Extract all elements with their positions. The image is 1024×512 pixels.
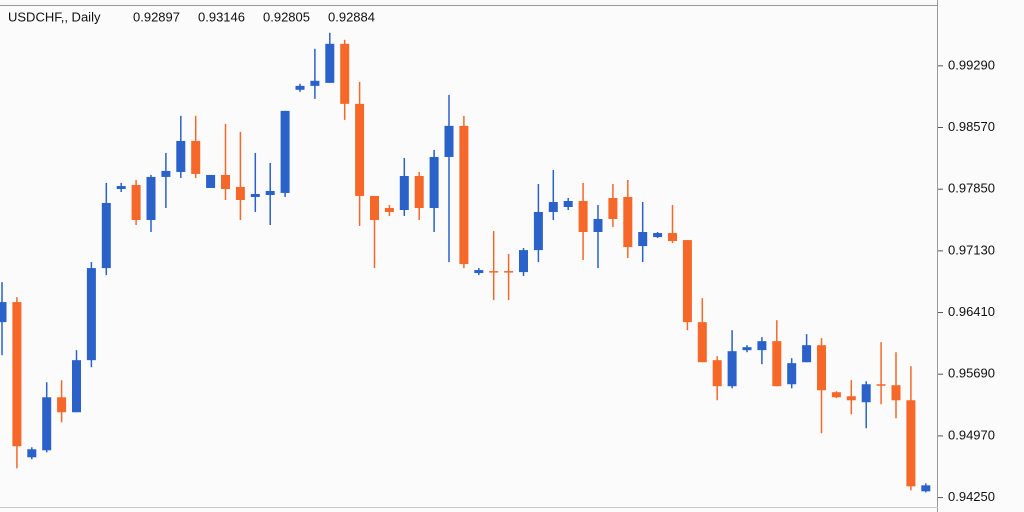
y-tick-label: 0.97850 (948, 181, 995, 196)
candle-body (42, 397, 52, 451)
candle-body (757, 341, 767, 351)
candle-body (697, 322, 707, 363)
candle-body (817, 345, 826, 391)
candle-body (131, 184, 141, 221)
candle-body (325, 43, 335, 83)
candle-body (533, 211, 543, 251)
candle-body (340, 43, 350, 104)
candle-body (578, 201, 588, 233)
candle-body (638, 232, 648, 247)
candle-body (548, 202, 558, 212)
y-tick-label: 0.94970 (948, 427, 995, 442)
candle-body (459, 125, 469, 265)
y-tick-label: 0.96410 (948, 304, 995, 319)
candle-body (57, 397, 67, 413)
candle-body (370, 195, 379, 221)
candle-body (101, 202, 111, 269)
chart-title: USDCHF,, Daily (8, 9, 101, 24)
candle-body (861, 384, 871, 403)
candle-body (504, 271, 514, 273)
candle-body (116, 186, 126, 190)
candle-body (563, 201, 573, 207)
y-tick-label: 0.98570 (948, 119, 995, 134)
candle-body (310, 80, 320, 86)
candle-body (653, 233, 663, 238)
ohlc-open: 0.92897 (133, 9, 180, 24)
candle-body (429, 156, 439, 209)
candle-body (355, 103, 365, 196)
candle-body (444, 125, 454, 157)
candle-body (712, 360, 722, 387)
candle-body (846, 396, 856, 401)
candle-body (802, 345, 812, 363)
candle-body (414, 175, 424, 209)
candle-body (280, 110, 290, 193)
candle-body (876, 384, 886, 386)
candle-body (235, 186, 245, 200)
candle-body (161, 170, 171, 177)
candle-body (27, 449, 37, 458)
candle-body (295, 85, 305, 90)
candle-body (176, 140, 186, 172)
candle-body (906, 400, 916, 487)
candle-body (146, 176, 156, 221)
candle-body (86, 268, 96, 361)
candle-body (250, 193, 260, 197)
candle-body (384, 208, 394, 212)
candle-body (831, 392, 841, 398)
y-tick-label: 0.95690 (948, 366, 995, 381)
y-tick-label: 0.94250 (948, 489, 995, 504)
candle-body (891, 385, 901, 401)
candle-body (668, 233, 677, 242)
candle-body (608, 198, 618, 219)
candle-body (191, 140, 201, 174)
candle-body (787, 363, 797, 385)
y-tick-label: 0.97130 (948, 242, 995, 257)
candle-body (489, 271, 499, 273)
candle-body (474, 270, 484, 274)
y-tick-label: 0.99290 (948, 57, 995, 72)
ohlc-high: 0.93146 (198, 9, 245, 24)
candle-body (742, 347, 752, 351)
candle-body (593, 218, 603, 233)
candle-body (682, 240, 692, 323)
ohlc-low: 0.92805 (263, 9, 310, 24)
candle-body (0, 302, 7, 323)
ohlc-close: 0.92884 (328, 9, 375, 24)
candle-body (221, 174, 230, 190)
candle-body (72, 360, 81, 413)
candle-body (519, 250, 528, 273)
candle-body (921, 485, 931, 492)
candle-body (265, 190, 275, 196)
candle-body (772, 341, 782, 387)
candle-body (12, 302, 22, 447)
candle-body (206, 174, 216, 188)
candle-body (399, 175, 409, 210)
candle-body (623, 196, 633, 248)
candle-body (727, 351, 737, 387)
